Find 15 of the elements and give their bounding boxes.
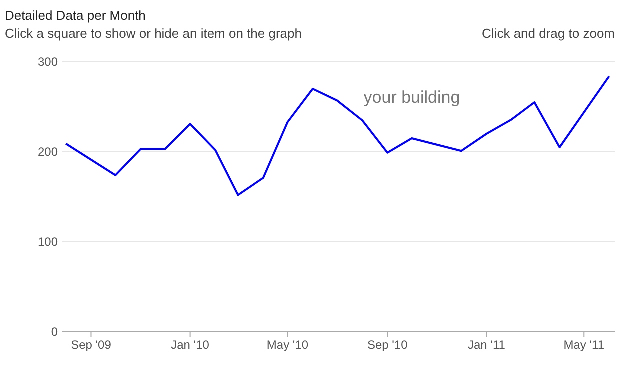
text: Click and drag to zoom bbox=[482, 26, 615, 41]
y-tick-label: 100 bbox=[38, 235, 58, 249]
y-tick-label: 300 bbox=[38, 55, 58, 69]
y-tick-label: 200 bbox=[38, 145, 58, 159]
x-tick-label: Jan '10 bbox=[171, 338, 210, 352]
x-tick-label: Jan '11 bbox=[468, 338, 506, 352]
x-tick-label: May '11 bbox=[564, 338, 605, 352]
line-series bbox=[65, 75, 610, 196]
x-tick-label: May '10 bbox=[266, 338, 309, 352]
y-tick-label: 0 bbox=[51, 325, 58, 339]
chart-subtitle: Click a square to show or hide an item on the graph bbox=[5, 26, 302, 41]
x-tick-label: Sep '10 bbox=[367, 338, 408, 352]
x-tick-label: Sep '09 bbox=[71, 338, 112, 352]
chart-title: Detailed Data per Month bbox=[5, 8, 146, 23]
series-label: your building bbox=[364, 88, 460, 107]
